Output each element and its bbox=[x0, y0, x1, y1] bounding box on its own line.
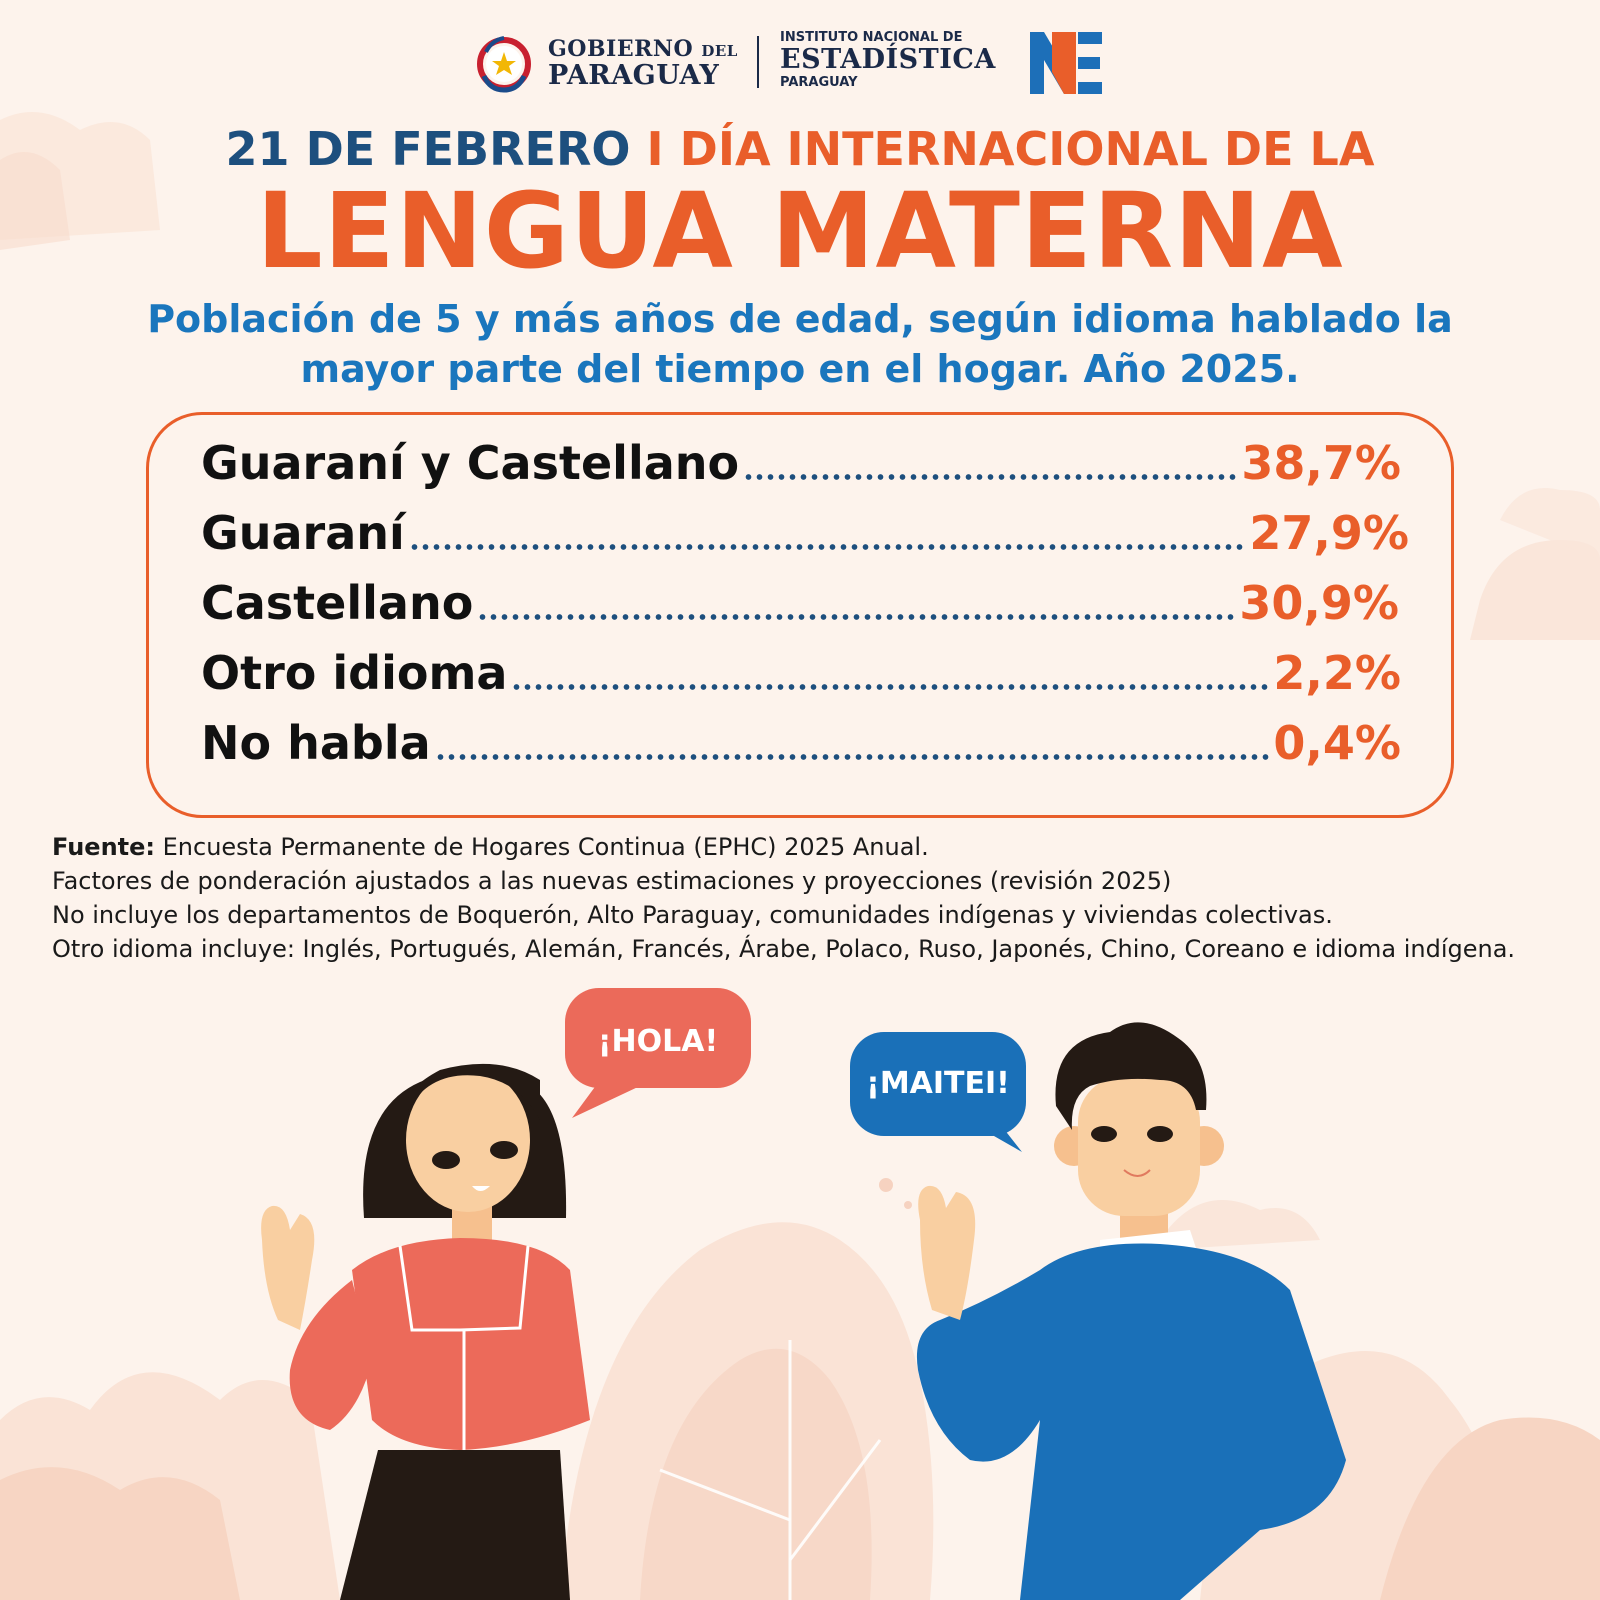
ine-logo-icon bbox=[1030, 32, 1102, 94]
maitei-bubble bbox=[850, 1032, 1026, 1152]
stat-value: 38,7% bbox=[1241, 436, 1401, 490]
gobierno-country: PARAGUAY bbox=[548, 60, 720, 91]
stat-value: 0,4% bbox=[1273, 716, 1401, 770]
stats-box: Guaraní y Castellano 38,7% Guaraní 27,9%… bbox=[146, 412, 1454, 818]
stat-label: Castellano bbox=[201, 576, 474, 630]
man-figure bbox=[916, 1022, 1346, 1600]
note-exclusions: No incluye los departamentos de Boquerón… bbox=[52, 901, 1333, 929]
stat-row: Guaraní 27,9% bbox=[201, 501, 1409, 561]
ine-wordmark: INSTITUTO NACIONAL DE ESTADÍSTICA PARAGU… bbox=[780, 30, 1010, 94]
title-date-line: 21 DE FEBRERO I DÍA INTERNACIONAL DE LA bbox=[0, 122, 1600, 176]
stat-value: 30,9% bbox=[1239, 576, 1399, 630]
dotted-leader bbox=[434, 753, 1270, 761]
dotted-leader bbox=[743, 473, 1238, 481]
subtitle-line2: mayor parte del tiempo en el hogar. Año … bbox=[300, 347, 1300, 391]
woman-figure bbox=[261, 1063, 590, 1600]
gobierno-name: GOBIERNO DEL bbox=[548, 36, 738, 62]
stat-label: Otro idioma bbox=[201, 646, 508, 700]
stat-label: Guaraní y Castellano bbox=[201, 436, 740, 490]
logo-separator bbox=[757, 36, 759, 88]
gobierno-logo: GOBIERNO DEL PARAGUAY bbox=[470, 32, 750, 93]
subtitle-line1: Población de 5 y más años de edad, según… bbox=[147, 297, 1453, 341]
stat-label: Guaraní bbox=[201, 506, 405, 560]
note-weights: Factores de ponderación ajustados a las … bbox=[52, 867, 1172, 895]
title-date: 21 DE FEBRERO bbox=[225, 122, 631, 176]
source-label: Fuente: bbox=[52, 833, 155, 861]
source-notes: Fuente: Encuesta Permanente de Hogares C… bbox=[52, 830, 1552, 966]
stat-value: 27,9% bbox=[1249, 506, 1409, 560]
stat-row: Otro idioma 2,2% bbox=[201, 641, 1401, 701]
dotted-leader bbox=[408, 543, 1246, 551]
title-event: DÍA INTERNACIONAL DE LA bbox=[679, 122, 1375, 176]
dotted-leader bbox=[477, 613, 1236, 621]
ine-line3: PARAGUAY bbox=[780, 75, 858, 90]
paraguay-seal-icon bbox=[477, 36, 531, 93]
source-text: Encuesta Permanente de Hogares Continua … bbox=[155, 833, 929, 861]
note-other-languages: Otro idioma incluye: Inglés, Portugués, … bbox=[52, 935, 1516, 963]
subtitle: Población de 5 y más años de edad, según… bbox=[0, 294, 1600, 394]
stat-row: No habla 0,4% bbox=[201, 711, 1401, 771]
ine-line2: ESTADÍSTICA bbox=[780, 44, 996, 75]
hola-bubble-text: ¡HOLA! bbox=[597, 1024, 719, 1059]
page-title: LENGUA MATERNA bbox=[256, 170, 1344, 292]
hola-bubble bbox=[565, 988, 751, 1118]
stat-row: Guaraní y Castellano 38,7% bbox=[201, 431, 1401, 491]
dotted-leader bbox=[511, 683, 1270, 691]
stat-value: 2,2% bbox=[1273, 646, 1401, 700]
maitei-bubble-text: ¡MAITEI! bbox=[866, 1066, 1010, 1101]
stat-row: Castellano 30,9% bbox=[201, 571, 1399, 631]
source-line: Fuente: Encuesta Permanente de Hogares C… bbox=[52, 830, 1552, 864]
title-separator: I bbox=[646, 122, 664, 176]
ine-line1: INSTITUTO NACIONAL DE bbox=[780, 30, 963, 45]
stat-label: No habla bbox=[201, 716, 431, 770]
header-logos: GOBIERNO DEL PARAGUAY INSTITUTO NACIONAL… bbox=[0, 30, 1600, 94]
